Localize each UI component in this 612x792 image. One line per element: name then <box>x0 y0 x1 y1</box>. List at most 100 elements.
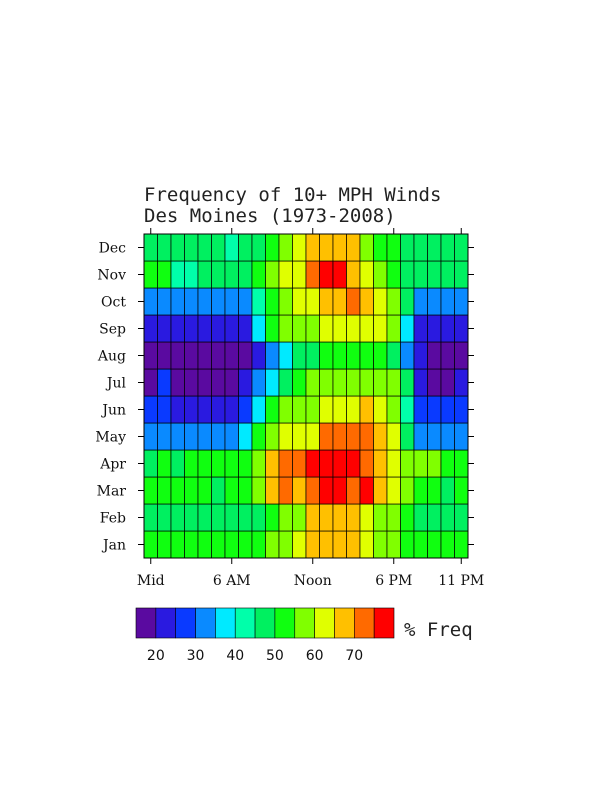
colorbar-tick-label: 50 <box>266 648 284 664</box>
hour-label: 6 AM <box>213 573 251 589</box>
colorbar-swatch <box>195 607 216 639</box>
heatmap-cell <box>332 422 347 451</box>
heatmap-cell <box>440 449 455 478</box>
chart-subtitle: Des Moines (1973-2008) <box>144 205 396 227</box>
heatmap-cell <box>265 287 280 316</box>
hour-label: Noon <box>294 573 332 589</box>
heatmap-cell <box>224 476 239 505</box>
heatmap-cell <box>440 341 455 370</box>
month-label-mar: Mar <box>97 484 127 500</box>
heatmap-cell <box>413 233 428 262</box>
heatmap-cell <box>157 503 172 532</box>
heatmap-cell <box>359 341 374 370</box>
heatmap-cell <box>427 314 442 343</box>
heatmap-cell <box>373 233 388 262</box>
heatmap-cell <box>157 314 172 343</box>
heatmap-cell <box>224 503 239 532</box>
heatmap-cell <box>346 233 361 262</box>
heatmap-cell <box>440 530 455 559</box>
heatmap-cell <box>386 368 401 397</box>
heatmap-cell <box>157 341 172 370</box>
month-label-apr: Apr <box>99 457 126 473</box>
heatmap-cell <box>265 395 280 424</box>
heatmap-cell <box>359 530 374 559</box>
heatmap-cell <box>319 260 334 289</box>
heatmap-cell <box>170 503 185 532</box>
heatmap-cell <box>143 368 158 397</box>
heatmap-cell <box>440 395 455 424</box>
heatmap-cell <box>319 530 334 559</box>
heatmap-cell <box>251 530 266 559</box>
heatmap-cell <box>454 233 469 262</box>
heatmap-cell <box>292 395 307 424</box>
heatmap-cell <box>359 449 374 478</box>
heatmap-cell <box>170 530 185 559</box>
heatmap-cell <box>238 395 253 424</box>
heatmap-cell <box>197 368 212 397</box>
heatmap-cell <box>211 395 226 424</box>
heatmap-cell <box>440 422 455 451</box>
heatmap-cell <box>211 476 226 505</box>
heatmap-cell <box>251 314 266 343</box>
colorbar-tick-label: 30 <box>187 648 205 664</box>
heatmap-cell <box>224 449 239 478</box>
heatmap-cell <box>157 395 172 424</box>
heatmap-cell <box>211 368 226 397</box>
heatmap-cell <box>319 314 334 343</box>
heatmap-cell <box>238 503 253 532</box>
heatmap-cell <box>386 395 401 424</box>
heatmap-cell <box>427 530 442 559</box>
heatmap-cell <box>143 233 158 262</box>
heatmap-cell <box>238 260 253 289</box>
heatmap-cell <box>211 341 226 370</box>
heatmap-cell <box>170 287 185 316</box>
heatmap-cell <box>265 314 280 343</box>
heatmap-cell <box>400 314 415 343</box>
heatmap-cell <box>184 368 199 397</box>
heatmap-cell <box>184 233 199 262</box>
heatmap-cell <box>170 233 185 262</box>
heatmap-cell <box>170 395 185 424</box>
colorbar-swatch <box>354 607 375 639</box>
heatmap-cell <box>386 260 401 289</box>
heatmap-cell <box>238 476 253 505</box>
colorbar-swatch <box>234 607 256 639</box>
heatmap-cell <box>224 233 239 262</box>
heatmap-cell <box>143 476 158 505</box>
heatmap-cell <box>157 233 172 262</box>
heatmap-cell <box>305 422 320 451</box>
heatmap-cell <box>265 341 280 370</box>
heatmap-cell <box>305 449 320 478</box>
heatmap-cell <box>292 233 307 262</box>
heatmap-cell <box>238 368 253 397</box>
heatmap-cell <box>373 314 388 343</box>
heatmap-cell <box>292 260 307 289</box>
colorbar-swatch <box>215 607 236 639</box>
heatmap-cell <box>170 260 185 289</box>
heatmap-cell <box>427 422 442 451</box>
heatmap-cell <box>319 476 334 505</box>
heatmap-cell <box>427 395 442 424</box>
heatmap-cell <box>400 503 415 532</box>
heatmap-cell <box>251 341 266 370</box>
heatmap-cell <box>400 233 415 262</box>
heatmap-cell <box>386 530 401 559</box>
heatmap-cell <box>197 314 212 343</box>
heatmap-cell <box>454 503 469 532</box>
heatmap-cell <box>400 287 415 316</box>
heatmap-cell <box>305 503 320 532</box>
heatmap-cell <box>251 395 266 424</box>
heatmap-cell <box>184 314 199 343</box>
heatmap-cell <box>238 449 253 478</box>
heatmap-cell <box>170 476 185 505</box>
month-label-may: May <box>95 430 126 446</box>
heatmap-cell <box>184 287 199 316</box>
heatmap-cell <box>251 260 266 289</box>
heatmap-cell <box>427 287 442 316</box>
colorbar-swatch <box>334 607 355 639</box>
heatmap-cell <box>400 476 415 505</box>
heatmap-cell <box>332 314 347 343</box>
heatmap-cell <box>157 449 172 478</box>
heatmap-cell <box>413 314 428 343</box>
heatmap-cell <box>305 314 320 343</box>
